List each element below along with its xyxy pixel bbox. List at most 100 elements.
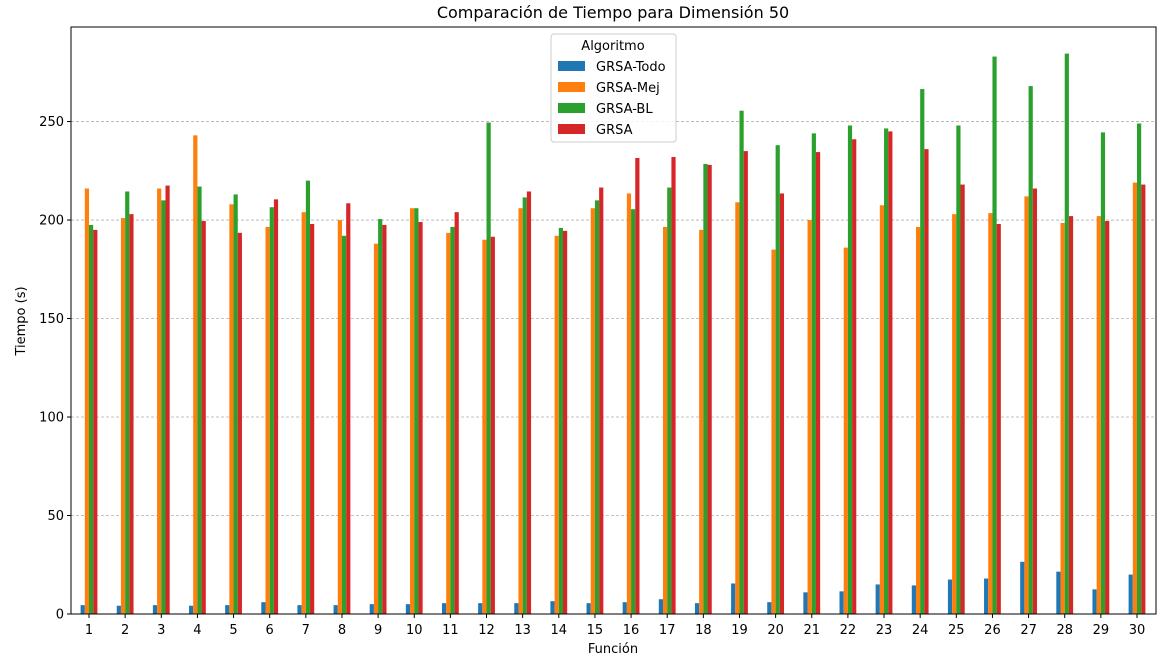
bar xyxy=(237,232,242,614)
bar xyxy=(269,207,274,615)
x-tick-label: 29 xyxy=(1093,623,1110,638)
x-tick-label: 8 xyxy=(338,623,346,638)
bar xyxy=(229,204,234,614)
bar xyxy=(911,585,916,614)
bar xyxy=(225,605,230,614)
bar xyxy=(594,200,600,614)
bar xyxy=(875,584,880,614)
bar xyxy=(454,212,459,614)
bar xyxy=(739,110,744,614)
x-tick-label: 14 xyxy=(551,623,568,638)
bar xyxy=(626,193,632,614)
bar xyxy=(671,157,676,614)
bar xyxy=(157,188,162,614)
bar xyxy=(703,163,708,614)
bar xyxy=(1024,196,1029,614)
bar xyxy=(382,224,387,614)
bar xyxy=(310,223,315,615)
bar xyxy=(189,605,194,614)
legend-swatch xyxy=(558,103,585,113)
bar xyxy=(165,185,170,614)
bar xyxy=(852,139,857,614)
bars xyxy=(80,53,1146,615)
x-tick-label: 6 xyxy=(266,623,274,638)
y-tick-label: 50 xyxy=(47,509,64,524)
y-tick-label: 150 xyxy=(39,312,64,327)
y-tick-label: 200 xyxy=(39,214,64,229)
legend-label: GRSA-Todo xyxy=(596,60,666,75)
x-tick-label: 26 xyxy=(984,623,1001,638)
legend-swatch xyxy=(558,61,585,71)
bar xyxy=(84,188,89,614)
bar xyxy=(305,180,311,614)
bar xyxy=(161,200,166,614)
bar xyxy=(635,157,640,615)
bar xyxy=(414,208,419,614)
bar xyxy=(418,222,423,614)
bar xyxy=(518,208,523,614)
bar xyxy=(562,230,568,614)
bar xyxy=(622,602,627,614)
bar xyxy=(446,232,451,614)
bar xyxy=(839,591,844,614)
bar xyxy=(731,583,736,614)
bar xyxy=(478,603,483,614)
bar xyxy=(707,164,712,614)
bar xyxy=(1105,221,1110,614)
x-tick-label: 11 xyxy=(442,623,459,638)
y-tick-label: 0 xyxy=(56,608,64,623)
bar xyxy=(879,205,885,614)
legend-swatch xyxy=(558,82,585,92)
x-tick-label: 19 xyxy=(731,623,748,638)
bar xyxy=(1056,571,1061,614)
y-tick-label: 250 xyxy=(39,115,64,130)
legend-swatch xyxy=(558,124,585,134)
y-axis-label: Tiempo (s) xyxy=(14,286,29,356)
bar xyxy=(197,186,202,615)
bar xyxy=(93,229,98,614)
bar xyxy=(924,149,929,614)
bar xyxy=(658,599,664,614)
x-tick-label: 20 xyxy=(767,623,784,638)
bar xyxy=(486,122,491,614)
bar xyxy=(333,605,338,614)
bar xyxy=(526,191,532,615)
bar xyxy=(599,187,604,615)
bar xyxy=(410,208,415,614)
x-tick-label: 5 xyxy=(229,623,237,638)
bar xyxy=(261,602,266,614)
bar xyxy=(1068,216,1074,614)
legend-label: GRSA-BL xyxy=(596,102,653,117)
bar xyxy=(346,203,351,615)
bar xyxy=(847,125,853,615)
bar xyxy=(89,224,94,614)
bar xyxy=(694,603,700,614)
bar xyxy=(378,219,383,614)
bar xyxy=(947,579,953,614)
x-tick-label: 13 xyxy=(514,623,531,638)
legend: Algoritmo GRSA-Todo GRSA-Mej GRSA-BL GRSA xyxy=(550,33,677,143)
bar xyxy=(667,187,672,615)
bar xyxy=(558,227,563,615)
bar xyxy=(152,605,158,614)
bar xyxy=(996,223,1001,615)
x-tick-label: 12 xyxy=(478,623,495,638)
bar xyxy=(735,202,740,614)
bar xyxy=(1141,184,1146,614)
bar xyxy=(767,602,772,614)
bar xyxy=(956,125,961,615)
x-tick-label: 15 xyxy=(587,623,604,638)
x-tick-label: 24 xyxy=(912,623,929,638)
bar xyxy=(405,604,411,614)
bar xyxy=(1064,53,1069,614)
bar xyxy=(490,236,495,614)
x-tick-label: 22 xyxy=(840,623,857,638)
bar xyxy=(482,239,487,615)
bar xyxy=(125,191,130,615)
x-tick-label: 18 xyxy=(695,623,712,638)
x-tick-label: 16 xyxy=(623,623,640,638)
bar xyxy=(80,605,85,614)
bar xyxy=(699,229,704,614)
bar xyxy=(373,243,379,614)
x-tick-label: 3 xyxy=(157,623,165,638)
